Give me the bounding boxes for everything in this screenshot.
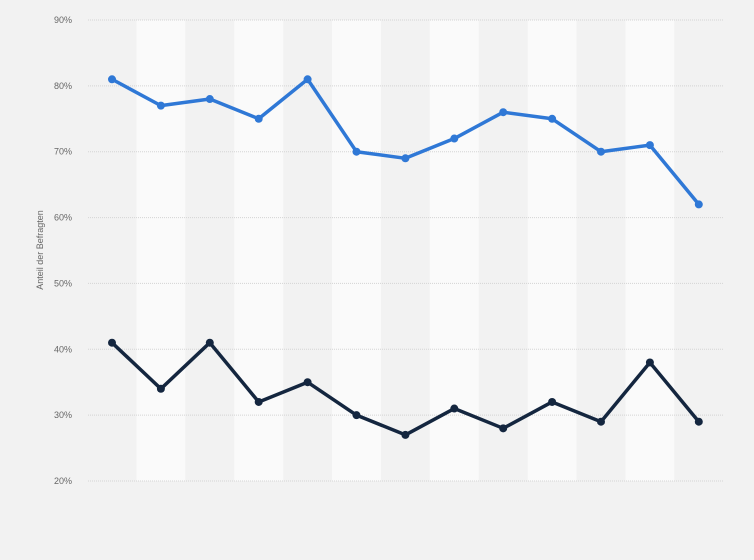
data-point[interactable]	[254, 114, 263, 123]
data-point[interactable]	[645, 358, 654, 367]
data-point[interactable]	[645, 141, 654, 150]
data-point[interactable]	[352, 411, 361, 420]
y-tick-label: 20%	[54, 476, 72, 486]
series-group	[108, 75, 703, 439]
data-point[interactable]	[108, 75, 116, 84]
data-point[interactable]	[108, 338, 116, 347]
data-point[interactable]	[450, 404, 459, 413]
data-point[interactable]	[352, 147, 361, 156]
y-tick-label: 60%	[54, 213, 72, 223]
data-point[interactable]	[694, 417, 703, 426]
data-point[interactable]	[597, 417, 605, 426]
y-tick-label: 40%	[54, 344, 72, 354]
data-point[interactable]	[694, 200, 703, 209]
y-tick-label: 80%	[54, 81, 72, 91]
y-axis-title: Anteil der Befragten	[35, 210, 45, 290]
gridlines	[88, 19, 724, 482]
y-tick-label: 90%	[54, 15, 72, 25]
y-tick-labels: 20% 30% 40% 50% 60% 70% 80% 90%	[54, 15, 72, 486]
y-tick-label: 70%	[54, 147, 72, 157]
column-band	[234, 20, 284, 481]
column-band	[429, 20, 479, 481]
data-point[interactable]	[450, 134, 459, 143]
data-point[interactable]	[548, 114, 557, 123]
data-point[interactable]	[499, 108, 508, 117]
data-point[interactable]	[401, 154, 410, 163]
data-point[interactable]	[401, 430, 410, 439]
y-tick-label: 50%	[54, 278, 72, 288]
data-point[interactable]	[156, 384, 165, 393]
data-point[interactable]	[254, 397, 263, 406]
y-tick-label: 30%	[54, 410, 72, 420]
data-point[interactable]	[205, 95, 214, 104]
column-bands	[136, 20, 675, 481]
data-point[interactable]	[303, 75, 312, 84]
column-band	[625, 20, 675, 481]
data-point[interactable]	[205, 338, 214, 347]
data-point[interactable]	[303, 378, 312, 387]
data-point[interactable]	[499, 424, 508, 433]
data-point[interactable]	[156, 101, 165, 110]
data-point[interactable]	[597, 147, 605, 156]
column-band	[136, 20, 186, 481]
data-point[interactable]	[548, 397, 557, 406]
